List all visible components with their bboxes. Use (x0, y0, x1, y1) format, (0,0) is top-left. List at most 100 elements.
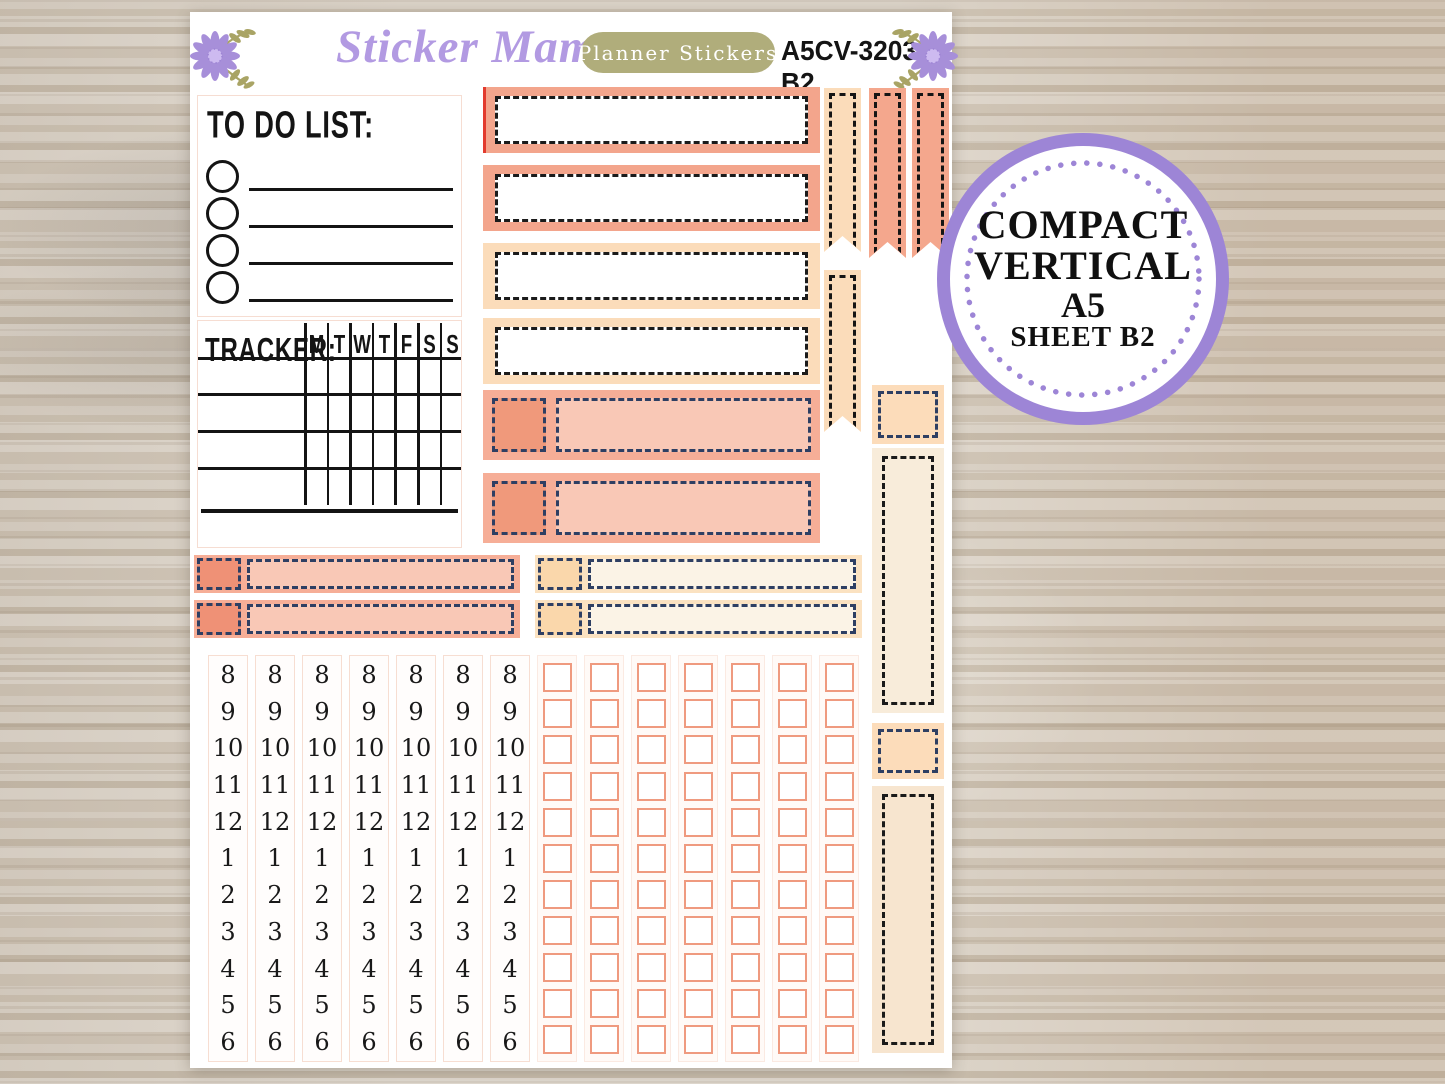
hour-label: 1 (408, 844, 424, 873)
checkbox (589, 880, 619, 910)
checkbox (542, 699, 572, 729)
hour-label: 12 (353, 807, 385, 836)
tracker-day-letter: M (308, 329, 325, 359)
hour-label: 11 (353, 771, 385, 800)
hour-label: 2 (267, 881, 283, 910)
skinny-field (247, 604, 514, 634)
hour-strip: 8 9 10 11 12 1 2 3 4 5 6 (255, 655, 295, 1062)
skinny-row-sticker-salmon-2 (194, 600, 520, 638)
hour-label: 10 (259, 734, 291, 763)
checkbox (777, 699, 807, 729)
hour-label: 11 (212, 771, 244, 800)
todo-circle (206, 160, 239, 193)
skinny-row-sticker-salmon-1 (194, 555, 520, 593)
hour-label: 5 (267, 991, 283, 1020)
hour-label: 11 (306, 771, 338, 800)
half-box-square (492, 481, 546, 535)
hour-label: 5 (314, 991, 330, 1020)
todo-row (206, 160, 455, 193)
checkbox (730, 663, 760, 692)
checkbox (589, 663, 619, 692)
checkbox (589, 807, 619, 837)
hour-label: 2 (455, 881, 471, 910)
skinny-row-sticker-peach-1 (535, 555, 862, 593)
badge-text: COMPACT VERTICAL A5 SHEET B2 (974, 204, 1192, 354)
checkbox (730, 735, 760, 765)
todo-line (249, 262, 453, 265)
tracker-vline (349, 323, 352, 505)
checkbox (730, 843, 760, 873)
tracker-day-letter: W (353, 329, 372, 359)
flag-sticker-peach (824, 88, 861, 252)
flag-dashed-inner (917, 93, 944, 253)
flag-dashed-inner (829, 275, 856, 427)
hour-label: 8 (314, 661, 330, 689)
hour-label: 3 (220, 917, 236, 946)
checkbox (683, 771, 713, 801)
brand-script: Sticker Mama (336, 21, 621, 73)
todo-circle (206, 271, 239, 304)
checkbox (824, 843, 854, 873)
flag-dashed-inner (829, 93, 856, 247)
box-sticker-peach-1 (483, 243, 820, 309)
checkbox (730, 807, 760, 837)
flag-dashed-inner (874, 93, 901, 253)
checkbox (824, 807, 854, 837)
checkbox (777, 988, 807, 1018)
half-box-field (556, 398, 811, 452)
hour-label: 3 (314, 917, 330, 946)
side-dashed-inner (878, 391, 938, 438)
badge-line-4: SHEET B2 (1010, 321, 1156, 354)
checkbox (824, 735, 854, 765)
tracker-day-letter: F (401, 329, 413, 359)
hour-label: 3 (408, 917, 424, 946)
hour-label: 5 (220, 991, 236, 1020)
checkbox (542, 735, 572, 765)
hour-label: 8 (455, 661, 471, 689)
tracker-day-letter: S (423, 329, 436, 359)
checkbox (542, 952, 572, 982)
tracker-vline (439, 323, 443, 505)
side-dashed-inner (882, 794, 934, 1045)
hour-label: 3 (455, 917, 471, 946)
tracker-vline (394, 323, 397, 505)
checkbox (777, 807, 807, 837)
checkbox (824, 988, 854, 1018)
hour-label: 3 (502, 917, 518, 946)
long-flag-sticker-peach (824, 270, 861, 432)
hour-label: 10 (447, 734, 479, 763)
tracker-day-letter: S (445, 329, 459, 359)
hour-label: 1 (314, 844, 330, 873)
checkbox (636, 952, 666, 982)
hour-strip: 8 9 10 11 12 1 2 3 4 5 6 (302, 655, 342, 1062)
todo-title: TO DO LIST: (207, 104, 374, 147)
checkbox (542, 843, 572, 873)
tracker-vline (326, 323, 330, 505)
checkbox (824, 952, 854, 982)
checkbox (589, 952, 619, 982)
hour-label: 11 (400, 771, 432, 800)
side-square-sticker-1 (872, 385, 944, 444)
checkbox (636, 699, 666, 729)
hour-strip: 8 9 10 11 12 1 2 3 4 5 6 (490, 655, 530, 1062)
skinny-square (538, 603, 582, 635)
hour-label: 8 (408, 661, 424, 689)
checkbox (589, 916, 619, 946)
hour-label: 10 (400, 734, 432, 763)
hour-label: 6 (455, 1027, 471, 1056)
hour-label: 3 (267, 917, 283, 946)
todo-row (206, 197, 455, 230)
skinny-field (247, 559, 514, 589)
sticker-sheet: Sticker Mama Planner Stickers A5CV-3203-… (190, 12, 958, 1068)
checkbox (777, 771, 807, 801)
hour-label: 10 (306, 734, 338, 763)
hour-label: 9 (502, 697, 518, 726)
hour-label: 3 (361, 917, 377, 946)
hour-label: 10 (494, 734, 526, 763)
brand-pill-label: Planner Stickers (577, 40, 779, 65)
checkbox (824, 916, 854, 946)
hour-label: 8 (220, 661, 236, 689)
hour-label: 1 (455, 844, 471, 873)
side-square-sticker-2 (872, 723, 944, 779)
